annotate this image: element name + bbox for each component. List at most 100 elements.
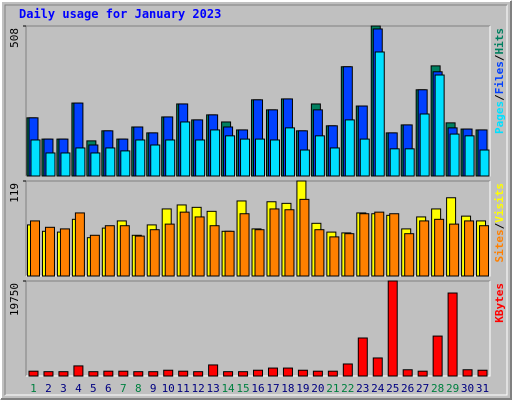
- bar: [149, 229, 160, 277]
- bar: [193, 371, 204, 377]
- x-tick-label: 23: [356, 382, 369, 395]
- x-tick-label: 6: [105, 382, 112, 395]
- bar: [90, 152, 101, 177]
- x-tick-label: 18: [281, 382, 294, 395]
- bar: [45, 152, 56, 177]
- bar: [417, 370, 428, 377]
- bar: [59, 228, 70, 277]
- bar: [74, 212, 85, 277]
- x-tick-label: 13: [206, 382, 219, 395]
- bar: [118, 370, 129, 377]
- legend-separator: /: [493, 54, 506, 61]
- legend-entry: KBytes: [493, 283, 506, 323]
- x-tick-label: 8: [135, 382, 142, 395]
- bar: [419, 113, 430, 177]
- bar: [269, 139, 280, 177]
- bar: [148, 371, 159, 377]
- bar: [75, 147, 86, 177]
- bar: [269, 208, 280, 277]
- bar: [389, 148, 400, 177]
- bar: [284, 127, 295, 177]
- x-tick-label: 20: [311, 382, 324, 395]
- bar: [179, 211, 190, 277]
- bar: [195, 139, 206, 177]
- bar: [357, 337, 368, 377]
- chart-title: Daily usage for January 2023: [19, 7, 221, 21]
- legend: KBytes: [493, 283, 506, 323]
- bar: [44, 226, 55, 277]
- x-tick-label: 2: [45, 382, 52, 395]
- bar: [434, 218, 445, 277]
- bar: [299, 198, 310, 277]
- bar: [30, 220, 40, 277]
- x-tick-label: 21: [326, 382, 339, 395]
- bar: [464, 135, 475, 177]
- bar: [342, 363, 353, 377]
- bar: [329, 236, 340, 277]
- panel: [26, 281, 490, 376]
- x-tick-label: 17: [266, 382, 279, 395]
- legend-entry: Hits: [493, 28, 506, 55]
- x-tick-label: 7: [120, 382, 127, 395]
- legend-entry: Sites: [493, 229, 506, 262]
- bar: [134, 235, 145, 277]
- bar: [297, 369, 308, 377]
- bar: [238, 371, 249, 377]
- bar: [464, 220, 475, 277]
- x-tick-label: 4: [75, 382, 82, 395]
- bar: [449, 133, 460, 177]
- bar: [120, 150, 131, 177]
- x-tick-label: 29: [446, 382, 459, 395]
- bar: [344, 119, 355, 177]
- bar: [164, 223, 175, 277]
- x-tick-label: 31: [476, 382, 489, 395]
- bar: [404, 148, 415, 177]
- bar: [254, 229, 265, 277]
- bar: [359, 213, 370, 277]
- bar: [58, 371, 69, 377]
- bar: [312, 370, 323, 377]
- bar: [88, 371, 99, 377]
- x-tick-label: 3: [60, 382, 67, 395]
- y-tick-label: 19750: [8, 283, 21, 316]
- inner-frame-dark: [4, 4, 507, 395]
- bar: [432, 335, 443, 377]
- bar: [178, 370, 189, 377]
- bar: [43, 371, 54, 377]
- bar: [402, 369, 413, 377]
- bar: [449, 223, 460, 277]
- bar: [119, 225, 130, 277]
- bar: [477, 369, 488, 377]
- bar: [299, 149, 310, 177]
- legend: Pages/Files/Hits: [493, 28, 506, 134]
- x-tick-label: 15: [236, 382, 249, 395]
- bar: [374, 51, 385, 177]
- bar: [240, 138, 251, 177]
- bar: [150, 144, 161, 177]
- bar: [462, 369, 473, 377]
- bar: [208, 364, 219, 377]
- bar: [374, 211, 385, 277]
- bar: [284, 209, 295, 277]
- bar: [282, 367, 293, 377]
- x-tick-label: 28: [431, 382, 444, 395]
- bar: [239, 213, 250, 277]
- x-tick-label: 14: [221, 382, 235, 395]
- bar: [28, 370, 39, 377]
- bar: [223, 371, 234, 377]
- bar: [180, 121, 191, 177]
- x-tick-label: 16: [251, 382, 264, 395]
- legend-entry: Files: [493, 61, 506, 94]
- bar: [225, 135, 236, 177]
- legend-entry: Pages: [493, 101, 506, 134]
- legend-separator: /: [493, 94, 506, 101]
- y-tick-label: 508: [8, 28, 21, 48]
- x-tick-label: 11: [177, 382, 190, 395]
- bar: [253, 369, 264, 377]
- bar: [89, 234, 100, 277]
- bar: [135, 139, 146, 177]
- bar: [30, 139, 41, 177]
- bar: [387, 280, 398, 377]
